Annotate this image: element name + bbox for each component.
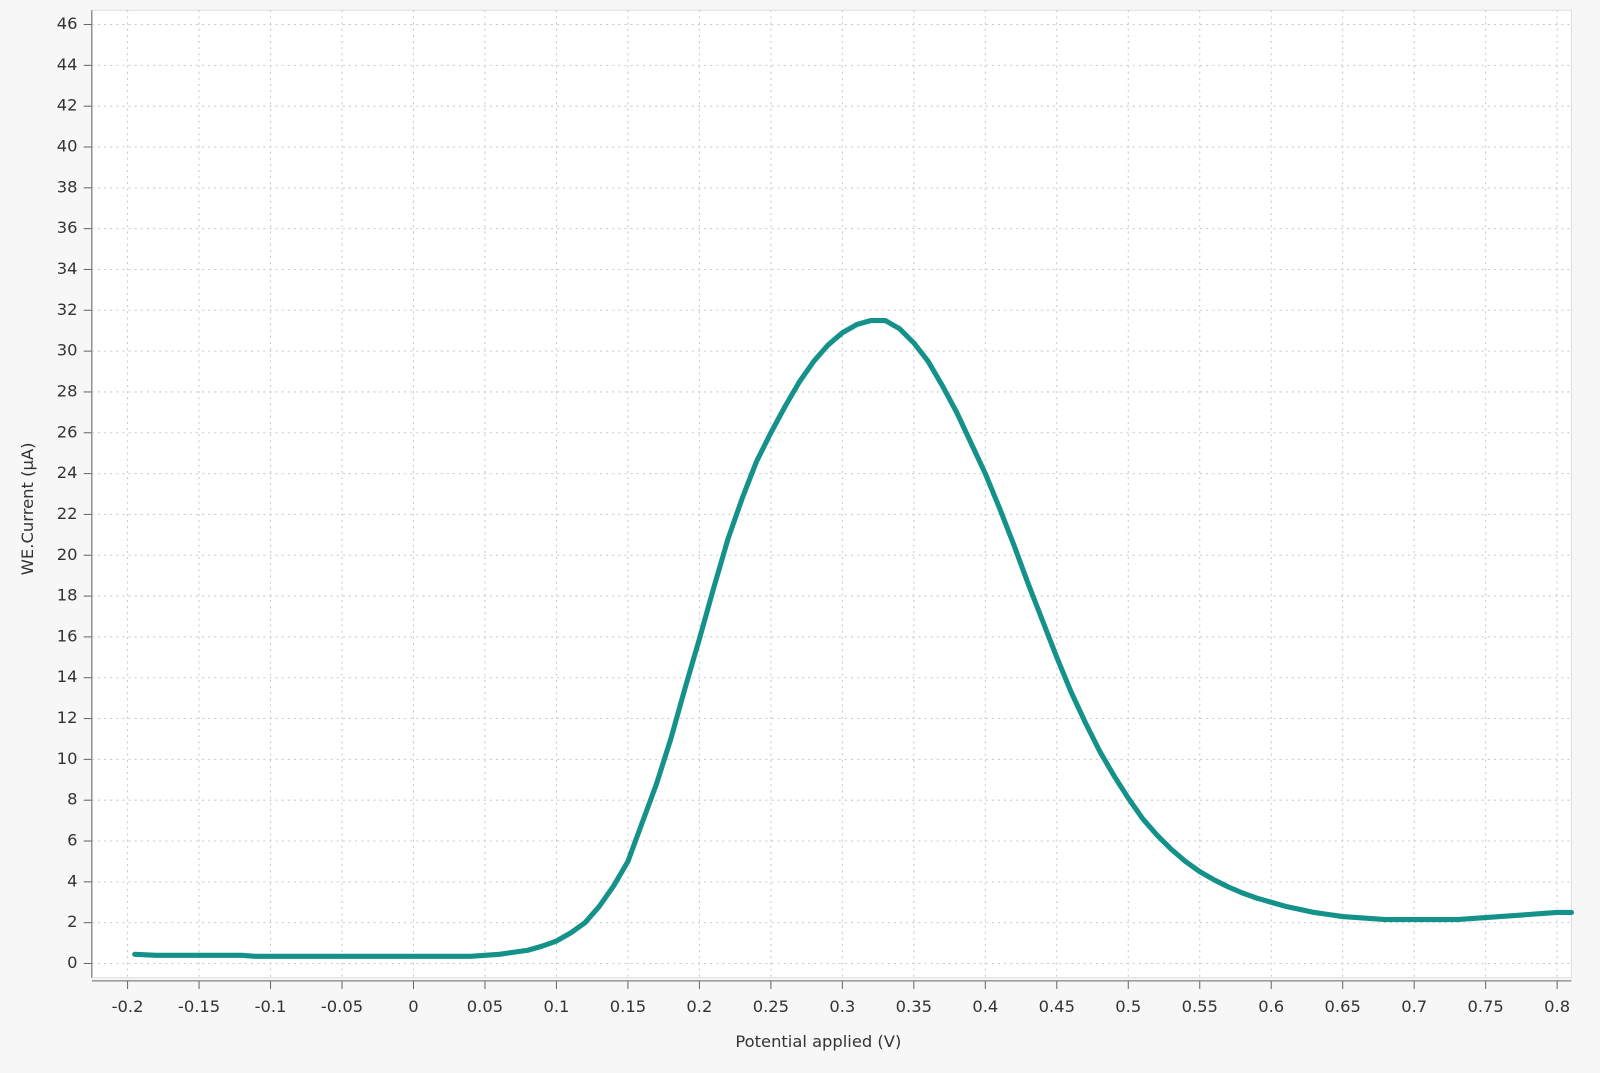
y-tick-label: 18	[57, 586, 78, 605]
y-tick-label: 36	[57, 218, 78, 237]
x-tick-label: 0.2	[686, 997, 712, 1016]
y-tick-label: 32	[57, 300, 78, 319]
y-tick-label: 16	[57, 626, 78, 645]
y-tick-label: 40	[57, 136, 78, 155]
x-tick-label: 0.35	[896, 997, 932, 1016]
x-tick-label: -0.15	[178, 997, 220, 1016]
y-tick-label: 2	[67, 912, 77, 931]
x-axis-label: Potential applied (V)	[735, 1032, 901, 1051]
x-tick-label: 0.4	[972, 997, 998, 1016]
y-tick-label: 46	[57, 14, 78, 33]
y-tick-label: 8	[67, 790, 77, 809]
y-axis-label: WE.Current (µA)	[18, 442, 37, 575]
y-tick-label: 14	[57, 667, 78, 686]
x-tick-label: 0.05	[467, 997, 503, 1016]
y-tick-label: 34	[57, 259, 78, 278]
x-tick-label: 0.45	[1039, 997, 1075, 1016]
y-tick-label: 4	[67, 871, 77, 890]
x-tick-label: 0.1	[543, 997, 569, 1016]
y-tick-label: 28	[57, 381, 78, 400]
x-tick-label: -0.05	[321, 997, 363, 1016]
x-tick-label: 0.3	[829, 997, 855, 1016]
y-tick-label: 44	[57, 55, 78, 74]
y-tick-label: 24	[57, 463, 78, 482]
x-tick-label: 0.25	[753, 997, 789, 1016]
y-tick-label: 42	[57, 96, 78, 115]
y-tick-label: 30	[57, 341, 78, 360]
x-tick-label: -0.1	[255, 997, 287, 1016]
y-tick-label: 38	[57, 177, 78, 196]
plot-area	[91, 9, 1572, 979]
x-tick-label: 0.75	[1467, 997, 1503, 1016]
y-tick-label: 26	[57, 422, 78, 441]
data-line	[132, 317, 1574, 959]
x-tick-label: -0.2	[112, 997, 144, 1016]
x-tick-label: 0.65	[1325, 997, 1361, 1016]
x-tick-label: 0.55	[1182, 997, 1218, 1016]
y-tick-label: 10	[57, 749, 78, 768]
y-tick-label: 0	[67, 953, 77, 972]
x-tick-label: 0.7	[1401, 997, 1427, 1016]
y-tick-label: 12	[57, 708, 78, 727]
x-tick-label: 0.5	[1115, 997, 1141, 1016]
y-tick-label: 22	[57, 504, 78, 523]
x-tick-label: 0.15	[610, 997, 646, 1016]
x-tick-label: 0.8	[1544, 997, 1570, 1016]
y-tick-label: 6	[67, 831, 77, 850]
x-tick-label: 0.6	[1258, 997, 1284, 1016]
x-tick-label: 0	[408, 997, 418, 1016]
y-tick-label: 20	[57, 545, 78, 564]
